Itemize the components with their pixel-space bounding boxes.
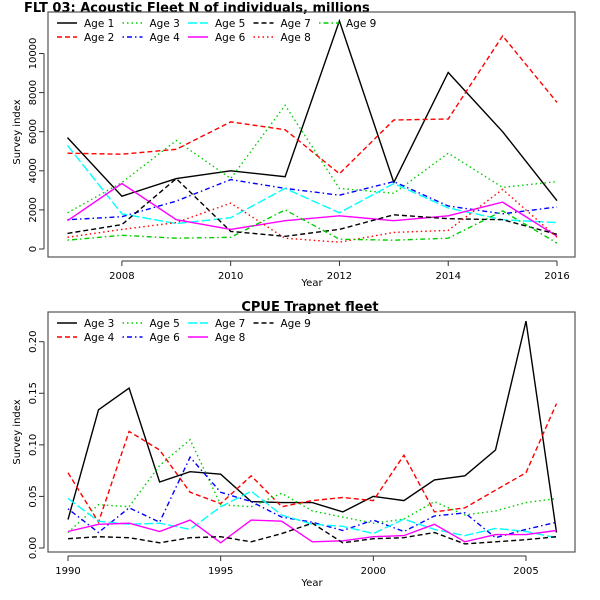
series-line-age-6 [67, 455, 557, 539]
legend-label: Age 4 [150, 32, 181, 44]
legend-label: Age 8 [215, 332, 245, 344]
y-tick-label: 0.05 [28, 485, 39, 507]
chart-panel-1: FLT 03: Acoustic Fleet N of individuals,… [12, 1, 576, 289]
legend-label: Age 7 [215, 318, 245, 330]
y-tick-label: 0.15 [28, 382, 39, 404]
x-tick-label: 2010 [218, 271, 243, 282]
series-line-age-3 [67, 320, 558, 533]
legend-item: Age 4 [122, 32, 181, 44]
series-line-age-2 [67, 34, 558, 175]
legend-item: Age 9 [253, 318, 311, 330]
legend-label: Age 6 [215, 32, 246, 44]
series-line-age-3 [67, 104, 558, 214]
chart-panel-2: CPUE Trapnet fleet 1990 1995 2000 2005 Year 0.… [12, 300, 576, 589]
legend-label: Age 3 [150, 18, 180, 30]
legend-item: Age 7 [253, 18, 311, 30]
y-axis: 0 2000 4000 6000 8000 10000 [28, 38, 45, 252]
legend-label: Age 7 [281, 18, 311, 30]
series-line-age-4 [67, 178, 558, 221]
x-axis: 2008 2010 2012 2014 2016 [109, 260, 570, 282]
chart-title: CPUE Trapnet fleet [241, 300, 378, 315]
x-axis-label: Year [300, 578, 323, 589]
legend-item: Age 6 [188, 32, 246, 44]
legend-label: Age 5 [215, 18, 245, 30]
series-line-age-7 [67, 177, 558, 238]
x-tick-label: 2000 [361, 566, 386, 577]
legend-label: Age 8 [281, 32, 311, 44]
legend: Age 1 Age 2 Age 3 Age 4 Age 5 Age 6 Age 7 Age 8… [57, 18, 376, 44]
series-line-age-5 [66, 144, 558, 225]
y-axis-label: Survey index [12, 399, 23, 464]
legend-label: Age 6 [150, 332, 181, 344]
legend-label: Age 3 [84, 318, 114, 330]
y-tick-label: 0.10 [28, 434, 39, 456]
y-tick-label: 0.20 [28, 331, 39, 353]
x-tick-label: 2008 [109, 271, 134, 282]
x-tick-label: 1990 [55, 566, 80, 577]
legend-label: Age 4 [84, 332, 115, 344]
legend-label: Age 9 [281, 318, 311, 330]
plot-frame [47, 11, 576, 258]
series-line-age-4 [67, 403, 558, 524]
legend-item: Age 2 [57, 32, 114, 44]
x-tick-label: 2005 [513, 566, 538, 577]
legend-item: Age 3 [122, 18, 180, 30]
series-line-age-1 [66, 18, 558, 202]
y-axis: 0.00 0.05 0.10 0.15 0.20 [28, 331, 45, 559]
series-line-age-8 [67, 519, 557, 544]
x-tick-label: 2012 [327, 271, 352, 282]
y-tick-label: 10000 [28, 38, 39, 70]
legend-item: Age 8 [253, 32, 311, 44]
legend-item: Age 9 [319, 18, 376, 30]
legend-item: Age 1 [57, 18, 114, 30]
series-line-age-9 [67, 522, 557, 545]
y-tick-label: 6000 [28, 119, 39, 144]
series-line-age-9 [67, 209, 558, 244]
legend: Age 3 Age 4 Age 5 Age 6 Age 7 Age 8 Age 9 [57, 318, 311, 344]
series-line-age-5 [67, 438, 557, 534]
y-tick-label: 0 [28, 246, 39, 252]
legend-label: Age 2 [84, 32, 114, 44]
series-line-age-7 [67, 490, 557, 539]
y-tick-label: 8000 [28, 80, 39, 105]
y-tick-label: 2000 [28, 197, 39, 222]
legend-item: Age 4 [57, 332, 115, 344]
series-line-age-8 [67, 188, 558, 243]
x-axis: 1990 1995 2000 2005 [55, 555, 539, 577]
legend-label: Age 1 [84, 18, 114, 30]
legend-item: Age 7 [188, 318, 245, 330]
legend-label: Age 5 [150, 318, 180, 330]
legend-item: Age 6 [122, 332, 181, 344]
x-axis-label: Year [300, 278, 323, 289]
legend-item: Age 5 [188, 18, 245, 30]
legend-item: Age 5 [122, 318, 180, 330]
legend-label: Age 9 [346, 18, 376, 30]
y-axis-label: Survey index [12, 99, 23, 164]
y-tick-label: 0.00 [28, 537, 39, 559]
x-tick-label: 2016 [544, 271, 569, 282]
x-tick-label: 1995 [208, 566, 233, 577]
x-tick-label: 2014 [435, 271, 460, 282]
legend-item: Age 3 [57, 318, 114, 330]
series-line-age-6 [67, 182, 558, 237]
legend-item: Age 8 [188, 332, 245, 344]
plot-frame [47, 311, 576, 553]
chart-title: FLT 03: Acoustic Fleet N of individuals,… [24, 1, 370, 16]
y-tick-label: 4000 [28, 158, 39, 183]
